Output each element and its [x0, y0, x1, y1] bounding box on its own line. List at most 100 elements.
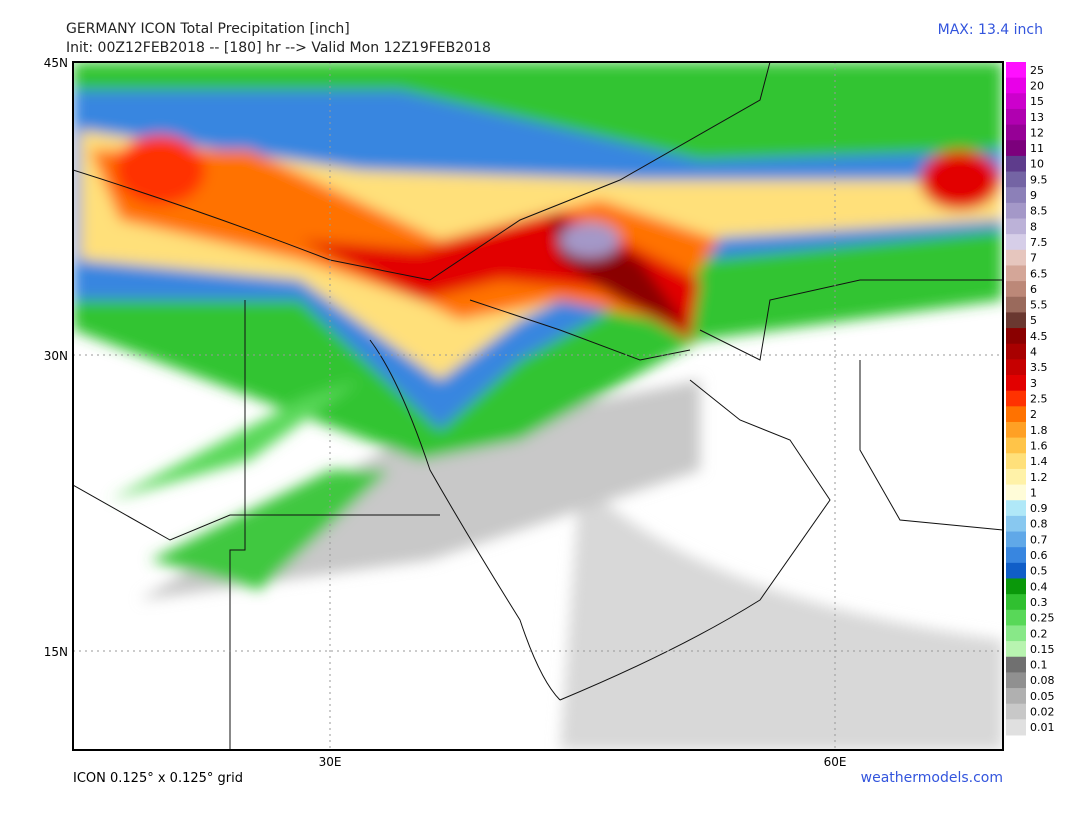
- colorbar-swatch: [1006, 296, 1026, 313]
- colorbar-swatch: [1006, 187, 1026, 204]
- colorbar-label: 0.8: [1030, 518, 1048, 531]
- precip-field: [73, 62, 1003, 750]
- colorbar-label: 1.6: [1030, 439, 1048, 452]
- colorbar-label: 1: [1030, 486, 1037, 499]
- colorbar-swatch: [1006, 202, 1026, 220]
- colorbar-swatch: [1006, 547, 1026, 564]
- colorbar-swatch: [1006, 531, 1026, 548]
- colorbar-swatch: [1006, 281, 1026, 298]
- colorbar-label: 0.1: [1030, 659, 1048, 672]
- colorbar-swatch: [1006, 594, 1026, 611]
- colorbar-label: 2: [1030, 408, 1037, 421]
- colorbar-swatch: [1006, 641, 1026, 658]
- colorbar-label: 8.5: [1030, 205, 1048, 218]
- colorbar-swatch: [1006, 155, 1026, 173]
- title: GERMANY ICON Total Precipitation [inch]: [66, 21, 350, 37]
- colorbar-label: 3: [1030, 377, 1037, 390]
- colorbar-swatch: [1006, 703, 1026, 720]
- colorbar-swatch: [1006, 328, 1026, 345]
- colorbar-swatch: [1006, 500, 1026, 517]
- colorbar-swatch: [1006, 656, 1026, 673]
- colorbar-label: 0.08: [1030, 674, 1055, 687]
- colorbar-label: 0.6: [1030, 549, 1048, 562]
- lon-label: 60E: [824, 755, 847, 769]
- colorbar-label: 4.5: [1030, 330, 1048, 343]
- colorbar-label: 5.5: [1030, 299, 1048, 312]
- colorbar-swatch: [1006, 484, 1026, 501]
- colorbar-label: 0.5: [1030, 565, 1048, 578]
- colorbar-label: 0.05: [1030, 690, 1055, 703]
- map-frame: [72, 61, 1004, 751]
- colorbar-label: 1.2: [1030, 471, 1048, 484]
- colorbar-swatch: [1006, 218, 1026, 235]
- lat-label: 15N: [44, 645, 68, 659]
- colorbar-swatch: [1006, 719, 1026, 736]
- colorbar-swatch: [1006, 234, 1026, 251]
- colorbar-swatch: [1006, 343, 1026, 360]
- max-value: MAX: 13.4 inch: [938, 22, 1043, 38]
- colorbar-swatch: [1006, 171, 1026, 188]
- colorbar-label: 0.4: [1030, 580, 1048, 593]
- colorbar-swatch: [1006, 390, 1026, 407]
- lon-label: 30E: [319, 755, 342, 769]
- colorbar-swatch: [1006, 578, 1026, 595]
- source: weathermodels.com: [861, 770, 1003, 786]
- colorbar-label: 4: [1030, 346, 1037, 359]
- colorbar-swatch: [1006, 77, 1026, 94]
- colorbar-label: 0.2: [1030, 627, 1048, 640]
- colorbar-label: 13: [1030, 111, 1044, 124]
- colorbar-label: 0.02: [1030, 706, 1055, 719]
- colorbar-swatch: [1006, 609, 1026, 626]
- colorbar-swatch: [1006, 312, 1026, 329]
- colorbar-label: 0.9: [1030, 502, 1048, 515]
- colorbar-swatch: [1006, 562, 1026, 579]
- colorbar-swatch: [1006, 453, 1026, 470]
- colorbar-swatch: [1006, 108, 1026, 126]
- colorbar-label: 0.3: [1030, 596, 1048, 609]
- colorbar-swatch: [1006, 625, 1026, 642]
- colorbar-label: 0.01: [1030, 721, 1055, 734]
- lat-label: 45N: [44, 56, 68, 70]
- colorbar-label: 9: [1030, 189, 1037, 202]
- colorbar-label: 3.5: [1030, 361, 1048, 374]
- colorbar-label: 7.5: [1030, 236, 1048, 249]
- colorbar-swatch: [1006, 265, 1026, 282]
- colorbar-label: 1.8: [1030, 424, 1048, 437]
- colorbar: 252015131211109.598.587.576.565.554.543.…: [1006, 62, 1055, 736]
- colorbar-label: 20: [1030, 79, 1044, 92]
- colorbar-swatch: [1006, 468, 1026, 486]
- colorbar-label: 0.25: [1030, 612, 1055, 625]
- colorbar-swatch: [1006, 140, 1026, 157]
- colorbar-label: 6.5: [1030, 267, 1048, 280]
- colorbar-swatch: [1006, 515, 1026, 533]
- colorbar-swatch: [1006, 62, 1026, 79]
- colorbar-label: 5: [1030, 314, 1037, 327]
- colorbar-swatch: [1006, 421, 1026, 439]
- colorbar-swatch: [1006, 688, 1026, 705]
- colorbar-label: 8: [1030, 220, 1037, 233]
- colorbar-swatch: [1006, 406, 1026, 423]
- colorbar-label: 0.15: [1030, 643, 1055, 656]
- lat-label: 30N: [44, 349, 68, 363]
- colorbar-label: 2.5: [1030, 393, 1048, 406]
- colorbar-swatch: [1006, 249, 1026, 266]
- colorbar-label: 11: [1030, 142, 1044, 155]
- colorbar-swatch: [1006, 93, 1026, 110]
- colorbar-label: 12: [1030, 126, 1044, 139]
- colorbar-swatch: [1006, 359, 1026, 376]
- colorbar-swatch: [1006, 672, 1026, 689]
- colorbar-label: 0.7: [1030, 533, 1048, 546]
- colorbar-swatch: [1006, 437, 1026, 454]
- colorbar-label: 6: [1030, 283, 1037, 296]
- colorbar-label: 9.5: [1030, 173, 1048, 186]
- colorbar-label: 7: [1030, 252, 1037, 265]
- colorbar-swatch: [1006, 124, 1026, 141]
- colorbar-label: 15: [1030, 95, 1044, 108]
- colorbar-label: 25: [1030, 64, 1044, 77]
- colorbar-swatch: [1006, 375, 1026, 392]
- grid-note: ICON 0.125° x 0.125° grid: [73, 771, 243, 786]
- subtitle: Init: 00Z12FEB2018 -- [180] hr --> Valid…: [66, 40, 491, 56]
- colorbar-label: 10: [1030, 158, 1044, 171]
- colorbar-label: 1.4: [1030, 455, 1048, 468]
